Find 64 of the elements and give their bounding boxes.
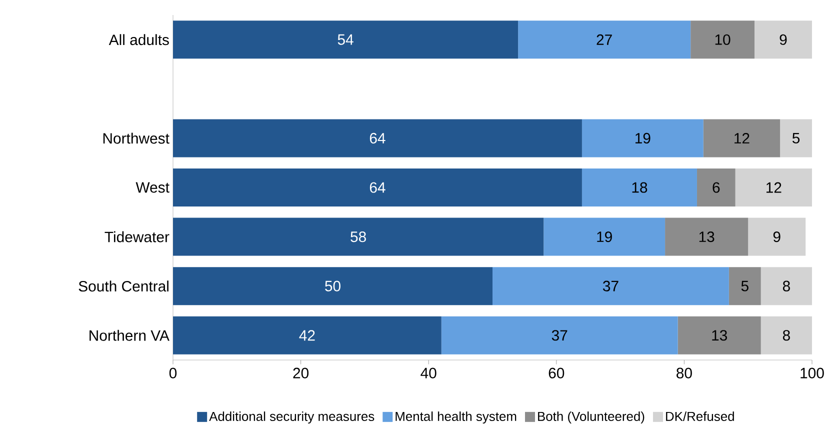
- data-label: 64: [370, 182, 386, 193]
- x-tick-label: 40: [420, 368, 436, 378]
- x-tick-label: 20: [293, 368, 309, 378]
- bar: [173, 267, 493, 306]
- bar: [748, 218, 806, 256]
- data-label: 8: [782, 330, 790, 341]
- y-tick-label: Northwest: [103, 132, 170, 144]
- data-label: 64: [370, 132, 386, 144]
- x-tick-label: 0: [169, 368, 177, 378]
- bar: [492, 267, 729, 306]
- bar: [760, 316, 812, 354]
- data-label: 54: [338, 34, 354, 45]
- data-label: 9: [773, 231, 780, 242]
- legend-label: Additional security measures: [209, 411, 374, 424]
- y-tick-label: Northern VA: [90, 330, 170, 341]
- bar: [173, 316, 442, 354]
- data-label: 9: [780, 34, 787, 45]
- bar: [544, 218, 666, 256]
- x-tick-label: 100: [800, 368, 824, 378]
- bar: [678, 316, 761, 354]
- legend-label: Both (Volunteered): [538, 411, 644, 424]
- bar: [728, 267, 761, 306]
- data-label: 58: [350, 231, 366, 242]
- x-tick-label: 60: [548, 368, 564, 378]
- data-label: 5: [792, 132, 800, 144]
- data-label: 13: [712, 330, 728, 341]
- bar: [690, 20, 754, 59]
- bar: [780, 119, 812, 158]
- bar: [173, 168, 582, 207]
- bar: [696, 168, 736, 207]
- data-label: 19: [636, 132, 650, 144]
- data-label: 37: [552, 330, 568, 341]
- data-label: 12: [766, 182, 782, 193]
- y-tick-label: South Central: [78, 280, 168, 292]
- data-label: 13: [699, 231, 714, 242]
- data-label: 6: [712, 182, 720, 193]
- data-label: 12: [734, 132, 750, 144]
- bar: [173, 20, 518, 59]
- bar: [582, 119, 704, 158]
- bar: [173, 218, 544, 256]
- data-label: 50: [325, 280, 340, 292]
- data-label: 10: [715, 34, 730, 45]
- y-tick-label: West: [136, 182, 170, 193]
- y-tick-label: Tidewater: [104, 231, 170, 242]
- bar: [441, 316, 678, 354]
- data-label: 27: [596, 34, 612, 45]
- bar: [665, 218, 748, 256]
- legend-label: DK/Refused: [666, 411, 734, 421]
- bar: [582, 168, 697, 207]
- data-label: 37: [602, 280, 618, 292]
- bar: [735, 168, 812, 207]
- bar: [754, 20, 812, 59]
- data-label: 19: [597, 231, 612, 242]
- data-label: 8: [782, 280, 790, 292]
- data-label: 5: [741, 280, 748, 292]
- bar: [703, 119, 780, 158]
- bar: [760, 267, 812, 306]
- data-label: 42: [299, 330, 315, 341]
- bar: [518, 20, 691, 59]
- x-tick-label: 80: [676, 368, 692, 378]
- legend-label: Mental health system: [396, 411, 516, 424]
- data-label: 18: [632, 182, 648, 193]
- bar: [173, 119, 582, 158]
- y-tick-label: All adults: [108, 34, 169, 46]
